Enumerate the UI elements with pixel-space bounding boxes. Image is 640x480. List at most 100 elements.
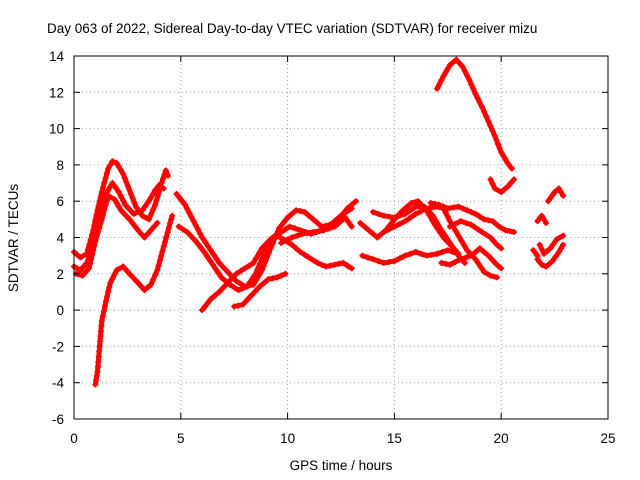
data-point [388, 219, 395, 226]
data-point [340, 259, 347, 266]
data-point [288, 210, 295, 217]
data-point [150, 276, 157, 283]
data-point [458, 237, 465, 244]
data-point [88, 256, 95, 263]
data-point [446, 218, 453, 225]
data-point [273, 232, 280, 239]
data-point [155, 262, 162, 269]
y-tick-label: -2 [52, 339, 64, 354]
data-point [102, 174, 109, 181]
data-point [487, 123, 494, 130]
x-tick-label: 15 [387, 431, 402, 446]
data-point [79, 272, 86, 279]
data-point [179, 198, 186, 205]
data-point [326, 225, 333, 232]
data-point [438, 77, 445, 84]
data-point [299, 230, 306, 237]
data-point [468, 252, 475, 259]
data-point [549, 258, 556, 265]
data-point [494, 141, 501, 148]
data-point [237, 268, 244, 275]
data-point [452, 259, 459, 266]
data-point [124, 183, 131, 190]
data-point [252, 270, 259, 277]
data-point [468, 221, 475, 228]
data-point [434, 85, 441, 92]
data-point [464, 72, 471, 79]
data-point [263, 246, 270, 253]
data-point [197, 230, 204, 237]
data-point [198, 245, 205, 252]
data-point [294, 232, 301, 239]
data-point [335, 260, 342, 267]
data-point [489, 128, 496, 135]
data-point [286, 223, 293, 230]
data-point [96, 225, 103, 232]
data-point [396, 255, 403, 262]
data-point [122, 201, 129, 208]
data-point [233, 278, 240, 285]
data-point [156, 181, 163, 188]
data-point [492, 220, 499, 227]
data-point [98, 317, 105, 324]
data-point [96, 343, 103, 350]
data-point [201, 249, 208, 256]
series-track-w [530, 247, 541, 259]
data-point [100, 184, 107, 191]
data-point [77, 267, 84, 274]
data-point [120, 263, 127, 270]
data-point [551, 189, 558, 196]
data-point [278, 221, 285, 228]
data-point [310, 216, 317, 223]
data-point [436, 81, 443, 88]
data-point [152, 201, 159, 208]
data-point [498, 265, 505, 272]
data-point [109, 180, 116, 187]
data-point [160, 243, 167, 250]
data-point [138, 230, 145, 237]
data-point [220, 264, 227, 271]
data-point [364, 254, 371, 261]
y-tick-label: 2 [56, 267, 64, 282]
series-track-o [446, 218, 505, 252]
data-point [103, 170, 110, 177]
data-point [115, 203, 122, 210]
data-point [511, 229, 518, 236]
data-point [345, 219, 352, 226]
series-layer [71, 56, 567, 388]
data-point [253, 255, 260, 262]
data-point [105, 165, 112, 172]
data-point [186, 209, 193, 216]
data-point [423, 205, 430, 212]
data-point [405, 208, 412, 215]
data-point [120, 197, 127, 204]
data-point [352, 198, 359, 205]
data-point [220, 284, 227, 291]
data-point [396, 220, 403, 227]
data-point [95, 353, 102, 360]
data-point [550, 240, 557, 247]
data-point [438, 259, 445, 266]
data-point [126, 187, 133, 194]
data-point [546, 260, 553, 267]
data-point [216, 259, 223, 266]
data-point [435, 222, 442, 229]
data-point [464, 207, 471, 214]
data-point [179, 226, 186, 233]
data-point [489, 180, 496, 187]
data-point [128, 191, 135, 198]
data-point [207, 296, 214, 303]
data-point [150, 190, 157, 197]
data-point [440, 203, 447, 210]
data-point [534, 218, 541, 225]
data-point [126, 206, 133, 213]
data-point [211, 292, 218, 299]
data-point [548, 193, 555, 200]
x-tick-label: 10 [280, 431, 295, 446]
data-point [97, 338, 104, 345]
data-point [558, 245, 565, 252]
data-point [109, 158, 116, 165]
data-point [250, 259, 257, 266]
data-point [452, 220, 459, 227]
x-tick-label: 20 [494, 431, 509, 446]
